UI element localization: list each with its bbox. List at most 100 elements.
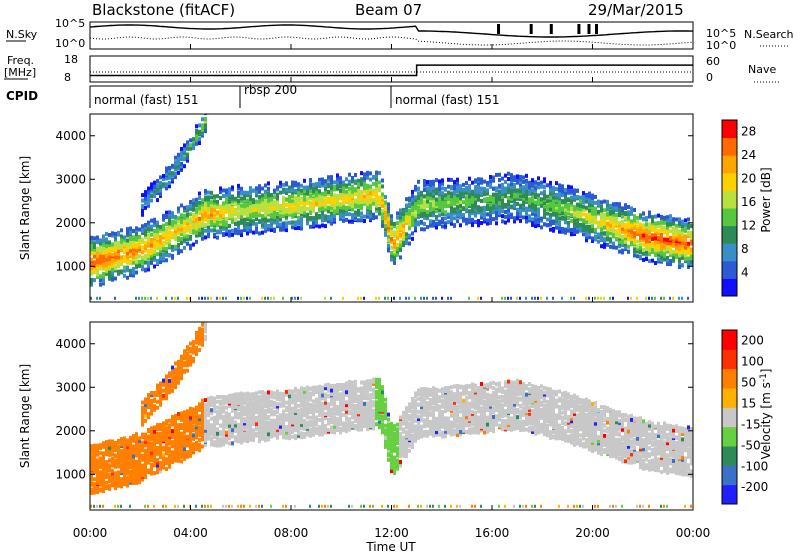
- power-cell: [402, 227, 405, 232]
- power-cell: [198, 206, 201, 211]
- velocity-cell: [168, 387, 171, 392]
- power-cell: [186, 212, 189, 217]
- power-cell: [417, 215, 420, 220]
- velocity-cell: [186, 427, 189, 432]
- power-cell: [492, 178, 495, 183]
- velocity-cell: [162, 445, 165, 450]
- power-cell: [183, 245, 186, 250]
- power-cell: [237, 213, 240, 218]
- power-cell: [648, 259, 651, 264]
- power-cell: [432, 196, 435, 201]
- power-cell: [576, 202, 579, 207]
- power-cell: [660, 235, 663, 240]
- power-cell: [282, 221, 285, 226]
- power-cell: [93, 241, 96, 246]
- power-cell: [261, 219, 264, 224]
- velocity-cell: [192, 359, 195, 364]
- power-cell: [159, 180, 162, 185]
- power-cell: [105, 232, 108, 237]
- velocity-cell: [126, 465, 129, 470]
- power-cell: [204, 114, 207, 116]
- power-cell: [678, 256, 681, 261]
- power-cell: [267, 186, 270, 191]
- power-cell: [564, 195, 567, 200]
- power-cell: [669, 259, 672, 264]
- power-cell: [636, 254, 639, 259]
- power-cell: [108, 248, 111, 253]
- power-cell: [495, 172, 498, 177]
- power-cell: [444, 193, 447, 198]
- power-cell: [594, 206, 597, 211]
- velocity-cell: [177, 414, 180, 419]
- power-cell: [102, 274, 105, 279]
- power-cell: [186, 241, 189, 246]
- velocity-cell: [219, 406, 222, 411]
- velocity-cell: [195, 420, 198, 425]
- power-cell: [645, 229, 648, 234]
- power-cell: [660, 241, 663, 246]
- power-cell: [117, 255, 120, 260]
- power-cell: [501, 176, 504, 181]
- power-cell: [147, 222, 150, 227]
- velocity-cell: [129, 478, 132, 483]
- power-cell: [501, 186, 504, 191]
- power-cell: [195, 201, 198, 206]
- velocity-cell: [132, 444, 135, 449]
- velocity-cell: [198, 446, 201, 451]
- power-cell: [366, 175, 369, 180]
- power-cell: [657, 243, 660, 248]
- power-cell: [123, 258, 126, 263]
- power-cell: [279, 184, 282, 189]
- power-cell: [387, 206, 390, 211]
- colorbar-tick-label: 20: [741, 172, 756, 186]
- power-cell: [285, 207, 288, 212]
- power-cell: [135, 242, 138, 247]
- power-cell: [528, 200, 531, 205]
- power-cell: [330, 211, 333, 216]
- power-cell: [630, 206, 633, 211]
- power-cell: [144, 192, 147, 197]
- velocity-cell: [105, 474, 108, 479]
- power-cell: [543, 179, 546, 184]
- power-cell: [480, 186, 483, 191]
- velocity-cell: [213, 440, 216, 445]
- power-cell: [612, 208, 615, 213]
- power-cell: [453, 211, 456, 216]
- power-cell: [363, 219, 366, 224]
- power-cell: [213, 198, 216, 203]
- power-cell: [252, 230, 255, 235]
- power-cell: [312, 222, 315, 227]
- power-cell: [246, 208, 249, 213]
- velocity-cell: [117, 452, 120, 457]
- power-cell: [330, 180, 333, 185]
- power-cell: [687, 241, 690, 246]
- power-cell: [570, 195, 573, 200]
- velocity-cell: [150, 390, 153, 395]
- power-cell: [219, 229, 222, 234]
- power-cell: [633, 218, 636, 223]
- velocity-cell: [228, 396, 231, 401]
- power-cell: [468, 194, 471, 199]
- power-cell: [408, 217, 411, 222]
- colorbar-frame: [721, 119, 738, 297]
- velocity-cell: [132, 474, 135, 479]
- power-cell: [204, 296, 206, 300]
- velocity-cell: [171, 452, 174, 457]
- power-cell: [522, 202, 525, 207]
- velocity-cell: [210, 416, 213, 421]
- power-cell: [249, 186, 252, 191]
- power-cell: [396, 225, 399, 230]
- power-cell: [669, 253, 672, 258]
- power-cell: [216, 229, 219, 234]
- velocity-cell: [138, 470, 141, 475]
- power-cell: [690, 250, 693, 255]
- velocity-cell: [249, 428, 252, 433]
- velocity-cell: [204, 428, 207, 433]
- power-cell: [156, 258, 159, 263]
- power-cell: [486, 212, 489, 217]
- power-cell: [399, 239, 402, 244]
- velocity-cell: [117, 444, 120, 449]
- power-cell: [186, 208, 189, 213]
- power-cell: [201, 230, 204, 235]
- power-cell: [495, 195, 498, 200]
